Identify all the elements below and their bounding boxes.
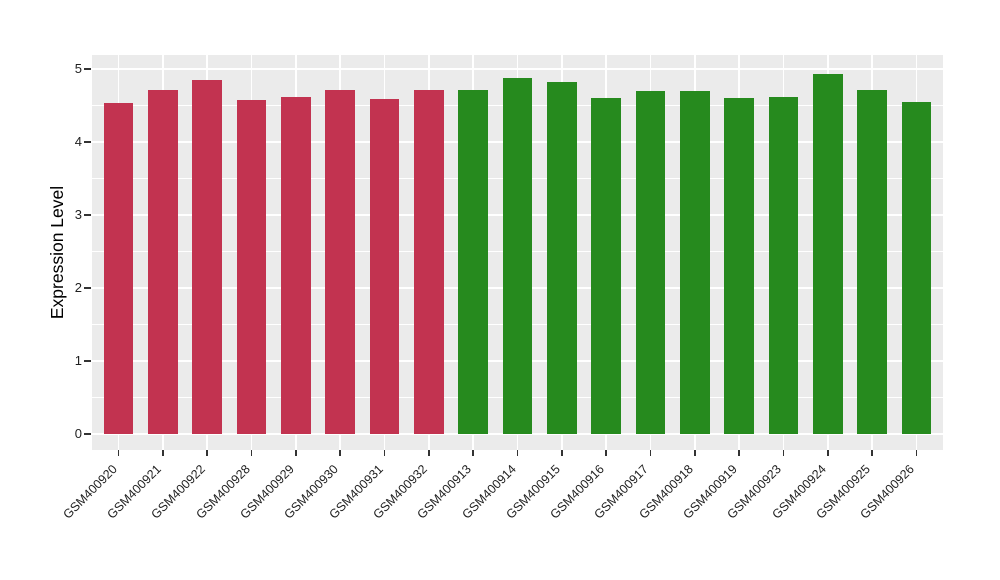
x-tick-mark — [782, 450, 785, 456]
y-tick-label: 5 — [74, 61, 82, 76]
bar-GSM400914 — [502, 77, 533, 434]
x-tick-mark — [649, 450, 652, 456]
x-tick-mark — [605, 450, 607, 456]
y-tick-mark — [84, 433, 91, 435]
x-tick-mark — [206, 450, 208, 456]
x-tick-mark — [339, 450, 341, 456]
plot-panel — [92, 55, 943, 450]
x-tick-mark — [472, 450, 474, 456]
bar-GSM400930 — [325, 90, 355, 434]
bar-GSM400918 — [679, 90, 710, 434]
x-tick-mark — [561, 450, 563, 456]
y-tick-mark — [84, 141, 91, 143]
bar-GSM400920 — [103, 102, 134, 434]
y-tick-mark — [84, 360, 91, 362]
y-tick-mark — [84, 287, 91, 289]
x-tick-mark — [250, 450, 253, 456]
y-axis-title-text: Expression Level — [47, 185, 68, 320]
bar-GSM400915 — [547, 82, 577, 434]
bar-GSM400917 — [635, 90, 666, 434]
y-tick-label: 4 — [74, 134, 82, 149]
x-tick-mark — [827, 450, 829, 456]
x-tick-mark — [738, 450, 740, 456]
y-tick-mark — [84, 68, 91, 70]
x-tick-mark — [162, 450, 164, 456]
y-tick-label: 1 — [74, 353, 82, 368]
x-tick-mark — [516, 450, 519, 456]
bar-GSM400919 — [724, 98, 754, 434]
x-tick-mark — [428, 450, 430, 456]
y-axis-title: Expression Level — [47, 132, 69, 373]
bar-GSM400923 — [768, 97, 799, 434]
bar-GSM400929 — [281, 96, 311, 434]
bar-GSM400925 — [857, 90, 887, 434]
bar-GSM400931 — [369, 98, 400, 434]
bar-GSM400926 — [901, 101, 932, 434]
x-tick-mark — [694, 450, 696, 456]
y-tick-label: 3 — [74, 207, 82, 222]
bar-GSM400928 — [236, 99, 267, 434]
x-tick-mark — [383, 450, 386, 456]
x-tick-mark — [295, 450, 297, 456]
bar-GSM400921 — [148, 90, 178, 434]
y-tick-label: 0 — [74, 426, 82, 441]
y-tick-mark — [84, 214, 91, 216]
x-tick-mark — [117, 450, 120, 456]
bar-GSM400916 — [591, 98, 621, 434]
x-tick-mark — [871, 450, 873, 456]
bar-GSM400932 — [414, 90, 444, 434]
bar-GSM400913 — [458, 90, 488, 434]
bar-GSM400922 — [192, 79, 223, 434]
x-tick-mark — [915, 450, 918, 456]
y-tick-label: 2 — [74, 280, 82, 295]
bar-GSM400924 — [812, 74, 843, 434]
